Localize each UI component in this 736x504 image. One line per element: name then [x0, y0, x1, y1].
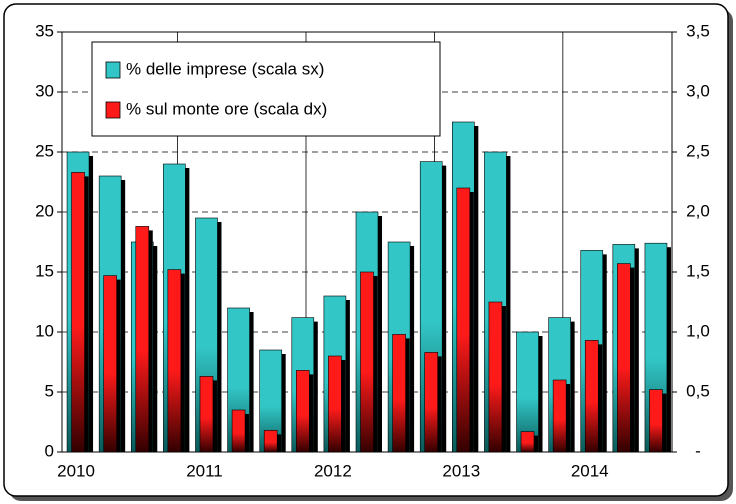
bar: [263, 430, 278, 453]
y2-tick-label: 3,0: [686, 81, 710, 100]
bar: [199, 376, 214, 453]
y2-tick-label: 0,5: [686, 381, 710, 400]
bar: [135, 226, 150, 453]
bar: [392, 334, 406, 453]
bar: [71, 172, 85, 453]
bar: [617, 263, 631, 453]
y-tick-label: 30: [35, 81, 54, 100]
legend-box: [91, 41, 441, 137]
bar: [488, 301, 503, 453]
bar: [295, 370, 310, 453]
bar: [167, 269, 182, 453]
y-tick-label: 10: [35, 321, 54, 340]
bar: [520, 431, 535, 453]
x-tick-label: 2013: [442, 461, 480, 480]
x-tick-label: 2012: [314, 461, 352, 480]
bar: [328, 355, 342, 453]
bar: [456, 187, 471, 453]
y-tick-label: 20: [35, 201, 54, 220]
x-tick-label: 2011: [186, 461, 223, 480]
bar: [231, 409, 246, 453]
y2-tick-label: 3,5: [686, 21, 710, 40]
legend-swatch: [105, 101, 121, 119]
bar: [584, 340, 599, 453]
legend-swatch: [105, 61, 121, 79]
y-tick-label: 25: [35, 141, 54, 160]
y2-tick-label: 2,0: [686, 201, 710, 220]
y-tick-label: 5: [45, 381, 54, 400]
y2-tick-label: 1,5: [686, 261, 710, 280]
bar: [649, 389, 663, 453]
bar: [360, 271, 374, 453]
bar: [103, 275, 117, 453]
y2-tick-label: -: [695, 441, 701, 460]
y2-tick-label: 2,5: [686, 141, 710, 160]
legend-label: % delle imprese (scala sx): [126, 59, 324, 78]
bar: [424, 352, 439, 453]
y-tick-label: 15: [35, 261, 54, 280]
x-tick-label: 2014: [571, 461, 609, 480]
y2-tick-label: 1,0: [686, 321, 710, 340]
legend-label: % sul monte ore (scala dx): [126, 99, 327, 118]
y-tick-label: 0: [45, 441, 54, 460]
x-tick-label: 2010: [57, 461, 95, 480]
bar: [552, 379, 567, 453]
y-tick-label: 35: [35, 21, 54, 40]
